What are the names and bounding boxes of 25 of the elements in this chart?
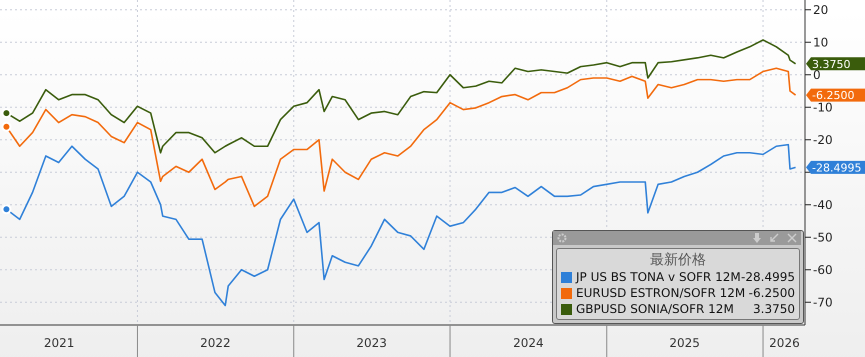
legend-label: EURUSD ESTRON/SOFR 12M (576, 286, 746, 300)
text: -28.4995 (741, 270, 795, 284)
y-tick-label: 10 (813, 36, 828, 50)
y-tick-label: -40 (813, 198, 833, 212)
x-tick-label: 2024 (513, 336, 544, 350)
text: -6.2500 (748, 286, 795, 300)
y-tick-label: -20 (813, 133, 833, 148)
x-tick-label: 2021 (44, 336, 74, 350)
x-tick-label: 2025 (669, 336, 700, 350)
y-tick-label: 0 (813, 68, 821, 82)
y-tick-label: -50 (813, 230, 833, 245)
x-tick-label: 2022 (200, 336, 231, 350)
legend-title: 最新价格 (649, 251, 707, 269)
y-tick-label: -60 (813, 263, 833, 278)
x-tick-label: 2023 (356, 336, 387, 350)
annotation: -6.2500 (812, 89, 854, 102)
x-tick-label: 2026 (769, 336, 800, 350)
text: 3.3750 (753, 302, 795, 316)
y-tick-label: -70 (813, 296, 833, 310)
annotation: -28.4995 (812, 161, 862, 174)
legend-label: JP US BS TONA v SOFR 12M (576, 270, 742, 284)
y-tick-label: -10 (813, 100, 833, 115)
legend-label: GBPUSD SONIA/SOFR 12M (576, 302, 735, 316)
annotation: 3.3750 (812, 58, 850, 71)
y-tick-label: 20 (813, 3, 828, 18)
